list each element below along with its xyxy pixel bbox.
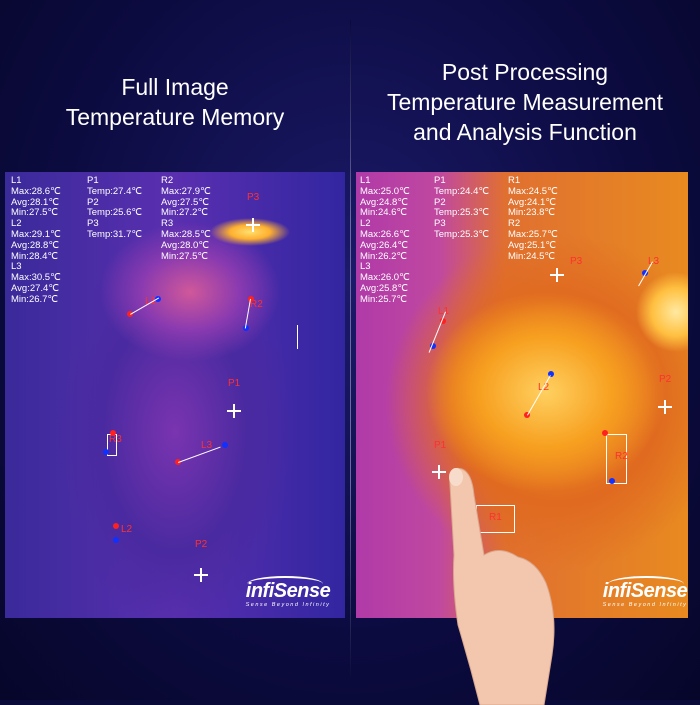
right-title-line3: and Analysis Function <box>413 119 637 145</box>
readout-points: P1 Temp:27.4℃ P2 Temp:25.6℃ P3 Temp:31.7… <box>87 175 143 240</box>
logo-tagline: Sense Beyond Infinity <box>245 602 331 608</box>
min-dot <box>103 449 109 455</box>
right-title-line2: Temperature Measurement <box>386 89 664 115</box>
infisense-logo: infiSense Sense Beyond Infinity <box>600 576 688 609</box>
max-dot <box>110 430 116 436</box>
min-dot <box>222 442 228 448</box>
infisense-logo: infiSense Sense Beyond Infinity <box>233 576 343 609</box>
pointing-hand-illustration <box>449 467 555 705</box>
marker-label-p2: P2 <box>659 374 672 385</box>
marker-label-p1: P1 <box>228 378 241 389</box>
measure-line-l3 <box>637 261 653 287</box>
marker-label-r1: R1 <box>489 512 502 523</box>
max-dot <box>113 523 119 529</box>
left-title-line1: Full Image <box>121 74 229 100</box>
crosshair-p3 <box>550 268 564 282</box>
right-thermal-image: L1 Max:25.0℃ Avg:24.8℃ Min:24.6℃ L2 Max:… <box>356 172 688 618</box>
marker-label-l3: L3 <box>648 256 660 267</box>
crosshair-p1 <box>227 404 241 418</box>
crosshair-p3 <box>246 218 260 232</box>
region-r2 <box>606 434 627 484</box>
marker-label-p2: P2 <box>195 539 208 550</box>
min-dot <box>609 478 615 484</box>
max-dot <box>248 296 254 302</box>
min-dot <box>430 343 436 349</box>
marker-label-r2: R2 <box>250 299 263 310</box>
marker-label-r2: R2 <box>615 451 628 462</box>
crosshair-p1 <box>432 465 446 479</box>
readout-points: P1 Temp:24.4℃ P2 Temp:25.3℃ P3 Temp:25.3… <box>434 175 490 240</box>
left-title-line2: Temperature Memory <box>65 104 285 130</box>
measure-line <box>296 325 298 349</box>
min-dot <box>243 325 249 331</box>
min-dot <box>548 371 554 377</box>
max-dot <box>602 430 608 436</box>
readout-lines: L1 Max:25.0℃ Avg:24.8℃ Min:24.6℃ L2 Max:… <box>360 175 410 305</box>
marker-label-p3: P3 <box>247 192 260 203</box>
marker-label-l1: L1 <box>438 306 449 317</box>
min-dot <box>113 537 119 543</box>
crosshair-p2 <box>194 568 208 582</box>
right-title-line1: Post Processing <box>441 59 609 85</box>
marker-label-p3: P3 <box>570 256 583 267</box>
marker-label-l2: L2 <box>121 524 133 535</box>
crosshair-p2 <box>658 400 672 414</box>
logo-tagline: Sense Beyond Infinity <box>602 602 688 608</box>
measure-line-l3 <box>178 446 221 464</box>
left-thermal-image: L1 Max:28.6℃ Avg:28.1℃ Min:27.5℃ L2 Max:… <box>5 172 345 618</box>
marker-label-r3: R3 <box>109 434 122 445</box>
right-title: Post Processing Temperature Measurement … <box>350 57 700 147</box>
readout-regions: R2 Max:27.9℃ Avg:27.5℃ Min:27.2℃ R3 Max:… <box>161 175 211 262</box>
measure-line <box>244 298 251 329</box>
left-title: Full Image Temperature Memory <box>0 72 350 132</box>
readout-regions: R1 Max:24.5℃ Avg:24.1℃ Min:23.8℃ R2 Max:… <box>508 175 558 262</box>
marker-label-p1: P1 <box>434 440 447 451</box>
max-dot <box>440 318 446 324</box>
marker-label-l3: L3 <box>201 440 213 451</box>
measure-line-l1 <box>428 311 446 353</box>
readout-lines: L1 Max:28.6℃ Avg:28.1℃ Min:27.5℃ L2 Max:… <box>11 175 61 305</box>
divider <box>350 20 351 680</box>
